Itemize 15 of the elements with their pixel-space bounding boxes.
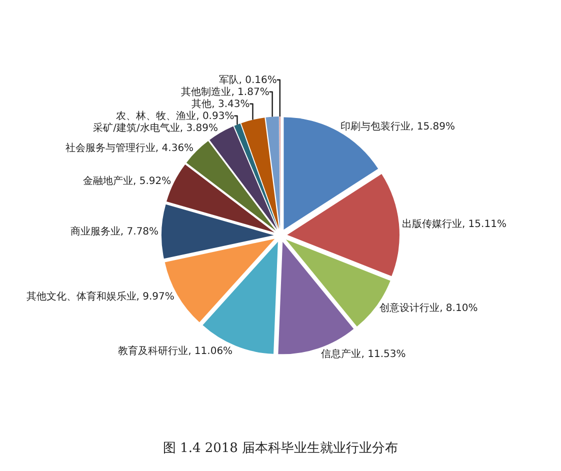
slice-label: 社会服务与管理行业, 4.36% xyxy=(65,142,194,154)
slice-label: 印刷与包装行业, 15.89% xyxy=(340,120,455,132)
slice-label: 出版传媒行业, 15.11% xyxy=(402,218,506,230)
slice-label: 农、林、牧、渔业, 0.93% xyxy=(116,110,234,122)
slice-label: 创意设计行业, 8.10% xyxy=(380,302,478,314)
slice-label: 采矿/建筑/水电气业, 3.89% xyxy=(93,122,218,134)
slice-label: 其他文化、体育和娱乐业, 9.97% xyxy=(26,290,174,302)
slice-label: 其他制造业, 1.87% xyxy=(181,86,270,98)
slice-label: 信息产业, 11.53% xyxy=(321,348,406,360)
text: 图 1.4 2018 届本科毕业生就业行业分布 xyxy=(162,440,398,456)
slice-label: 军队, 0.16% xyxy=(218,74,277,86)
slice-label: 其他, 3.43% xyxy=(192,98,250,110)
slice-label: 金融地产业, 5.92% xyxy=(82,174,172,187)
slice-label: 教育及科研行业, 11.06% xyxy=(118,344,233,357)
slice-label: 商业服务业, 7.78% xyxy=(70,225,159,238)
